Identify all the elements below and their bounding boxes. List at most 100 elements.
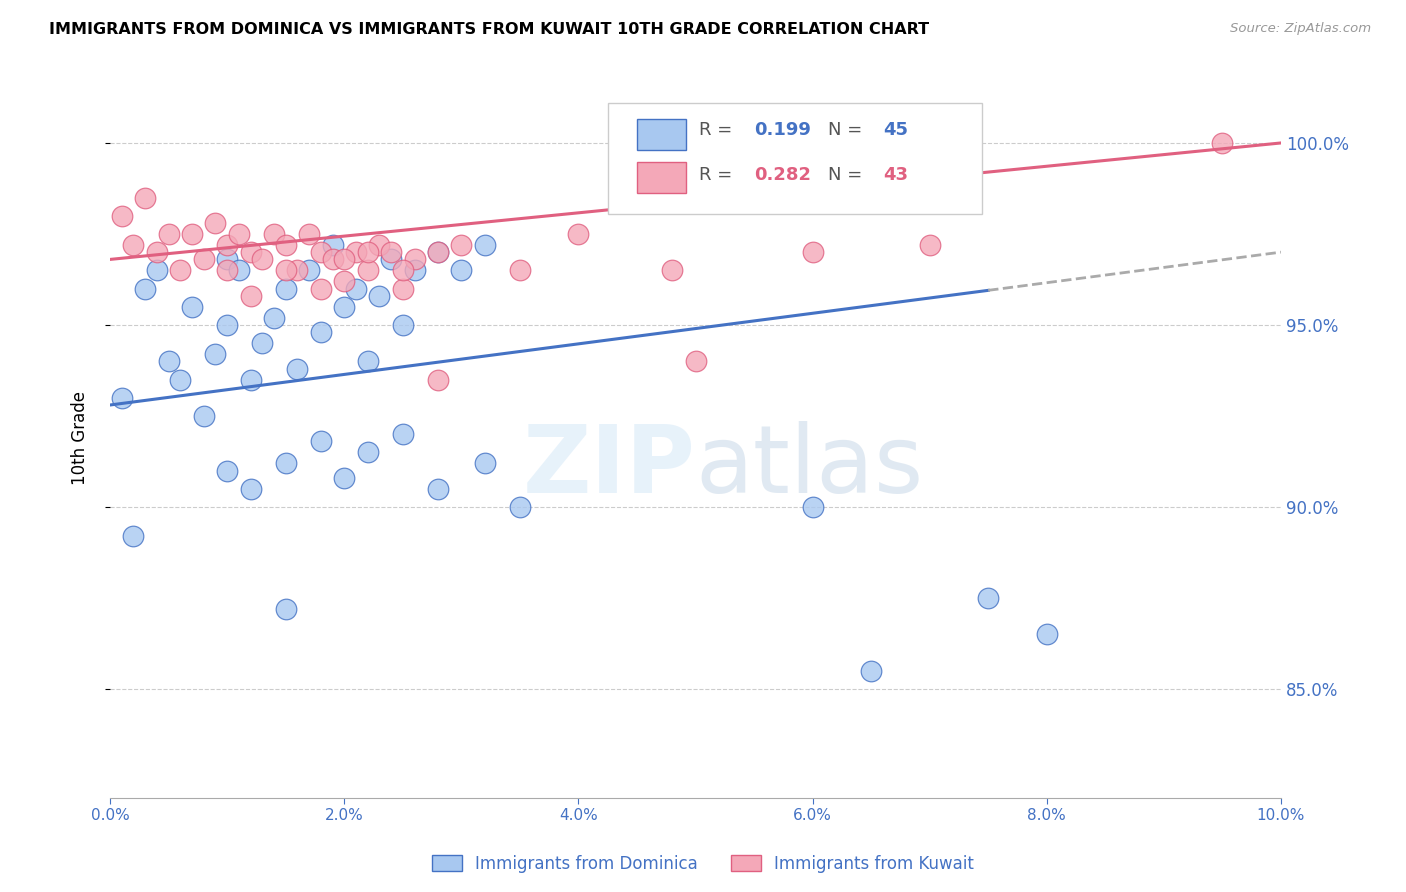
- Point: [356, 245, 378, 260]
- Point: [391, 281, 413, 295]
- Point: [356, 263, 378, 277]
- Point: [263, 310, 285, 325]
- Point: [217, 463, 239, 477]
- Point: [239, 289, 262, 303]
- Point: [474, 456, 496, 470]
- Point: [333, 471, 356, 485]
- Point: [1036, 627, 1059, 641]
- Text: R =: R =: [699, 121, 738, 139]
- Point: [169, 263, 191, 277]
- Point: [509, 500, 531, 514]
- Point: [309, 434, 332, 449]
- Point: [134, 281, 156, 295]
- Point: [356, 354, 378, 368]
- Point: [368, 289, 391, 303]
- Point: [380, 245, 402, 260]
- Point: [801, 500, 824, 514]
- Point: [122, 529, 145, 543]
- Point: [252, 336, 274, 351]
- Point: [111, 391, 134, 405]
- Point: [274, 456, 297, 470]
- Text: 0.199: 0.199: [754, 121, 811, 139]
- Point: [391, 427, 413, 442]
- Point: [450, 238, 472, 252]
- Text: atlas: atlas: [696, 420, 924, 513]
- Point: [298, 263, 321, 277]
- Point: [685, 354, 707, 368]
- Text: R =: R =: [699, 166, 738, 184]
- Point: [274, 263, 297, 277]
- Point: [228, 263, 250, 277]
- Point: [426, 245, 449, 260]
- Point: [287, 263, 309, 277]
- Point: [426, 482, 449, 496]
- Text: N =: N =: [828, 121, 868, 139]
- Point: [157, 227, 180, 241]
- Point: [146, 245, 169, 260]
- Point: [169, 372, 191, 386]
- Point: [239, 372, 262, 386]
- Point: [263, 227, 285, 241]
- Point: [450, 263, 472, 277]
- Point: [333, 300, 356, 314]
- Point: [661, 263, 683, 277]
- Point: [134, 190, 156, 204]
- Bar: [637, 120, 686, 150]
- Bar: [637, 162, 686, 193]
- Point: [918, 238, 941, 252]
- Point: [426, 372, 449, 386]
- FancyBboxPatch shape: [607, 103, 983, 214]
- Point: [204, 347, 226, 361]
- Point: [368, 238, 391, 252]
- Text: Source: ZipAtlas.com: Source: ZipAtlas.com: [1230, 22, 1371, 36]
- Legend: Immigrants from Dominica, Immigrants from Kuwait: Immigrants from Dominica, Immigrants fro…: [425, 848, 981, 880]
- Point: [228, 227, 250, 241]
- Point: [217, 318, 239, 332]
- Point: [274, 238, 297, 252]
- Point: [309, 281, 332, 295]
- Text: IMMIGRANTS FROM DOMINICA VS IMMIGRANTS FROM KUWAIT 10TH GRADE CORRELATION CHART: IMMIGRANTS FROM DOMINICA VS IMMIGRANTS F…: [49, 22, 929, 37]
- Point: [391, 318, 413, 332]
- Point: [509, 263, 531, 277]
- Point: [193, 409, 215, 423]
- Text: 0.282: 0.282: [754, 166, 811, 184]
- Point: [252, 252, 274, 267]
- Point: [404, 263, 426, 277]
- Point: [309, 245, 332, 260]
- Point: [204, 216, 226, 230]
- Point: [860, 664, 883, 678]
- Y-axis label: 10th Grade: 10th Grade: [72, 391, 89, 484]
- Point: [193, 252, 215, 267]
- Text: 43: 43: [883, 166, 908, 184]
- Point: [239, 482, 262, 496]
- Point: [309, 325, 332, 339]
- Point: [274, 281, 297, 295]
- Point: [333, 252, 356, 267]
- Point: [404, 252, 426, 267]
- Point: [567, 227, 589, 241]
- Point: [157, 354, 180, 368]
- Point: [344, 281, 367, 295]
- Point: [181, 227, 204, 241]
- Point: [322, 252, 344, 267]
- Point: [1211, 136, 1233, 150]
- Point: [391, 263, 413, 277]
- Point: [274, 602, 297, 616]
- Point: [474, 238, 496, 252]
- Point: [122, 238, 145, 252]
- Point: [426, 245, 449, 260]
- Point: [239, 245, 262, 260]
- Point: [801, 245, 824, 260]
- Point: [356, 445, 378, 459]
- Point: [217, 238, 239, 252]
- Point: [322, 238, 344, 252]
- Point: [217, 252, 239, 267]
- Point: [287, 361, 309, 376]
- Text: 45: 45: [883, 121, 908, 139]
- Point: [298, 227, 321, 241]
- Point: [146, 263, 169, 277]
- Point: [181, 300, 204, 314]
- Text: ZIP: ZIP: [523, 420, 696, 513]
- Point: [111, 209, 134, 223]
- Point: [217, 263, 239, 277]
